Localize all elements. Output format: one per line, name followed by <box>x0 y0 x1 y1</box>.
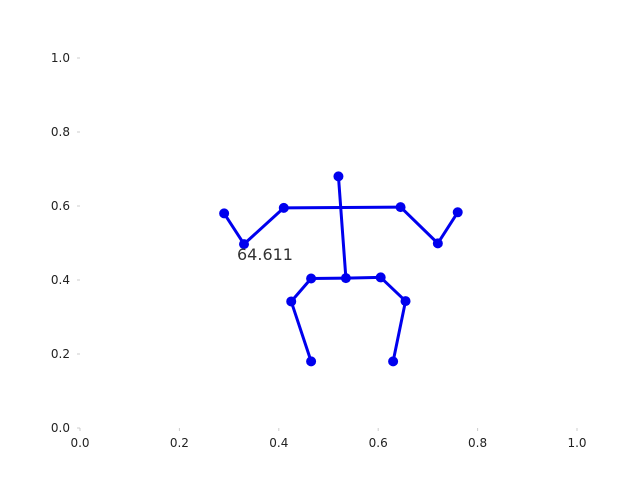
segment-head-pelvis <box>336 174 348 280</box>
joint-left-shoulder <box>395 202 406 213</box>
skeleton-segments <box>222 174 460 363</box>
x-tick-label: 0.4 <box>269 436 288 450</box>
y-tick-label: 0.8 <box>51 125 70 139</box>
x-tick-label: 0.2 <box>170 436 189 450</box>
segment-left-shoulder-left-elbow <box>399 205 440 245</box>
joint-right-ankle <box>306 356 317 367</box>
x-tick-label: 0.0 <box>70 436 89 450</box>
joint-right-hip <box>306 273 317 284</box>
segment-right-shoulder-left-shoulder <box>282 205 403 210</box>
y-tick-label: 1.0 <box>51 51 70 65</box>
segment-right-knee-right-ankle <box>289 299 313 363</box>
segment-right-elbow-right-wrist <box>222 211 246 246</box>
segment-left-knee-left-ankle <box>391 299 408 363</box>
segment-left-elbow-left-wrist <box>436 210 460 245</box>
segment-left-hip-left-knee <box>379 275 408 303</box>
y-tick-label: 0.4 <box>51 273 70 287</box>
joint-right-elbow <box>239 239 250 250</box>
joint-left-knee <box>400 296 411 307</box>
joint-head <box>333 171 344 182</box>
joint-right-wrist <box>219 208 230 219</box>
score-annotation: 64.611 <box>237 245 293 264</box>
chart-axes: 0.0 0.2 0.4 0.6 0.8 1.0 0.0 0.2 0.4 0.6 0.8 1.0 <box>51 51 587 450</box>
segment-right-shoulder-right-elbow <box>242 206 286 246</box>
x-tick-label: 0.6 <box>369 436 388 450</box>
joint-pelvis <box>340 273 351 284</box>
joint-right-knee <box>286 296 297 307</box>
x-tick-label: 1.0 <box>567 436 586 450</box>
joint-left-wrist <box>452 207 463 218</box>
segment-pelvis-left-hip <box>344 275 383 280</box>
y-tick-label: 0.6 <box>51 199 70 213</box>
joint-left-hip <box>375 272 386 283</box>
joint-right-shoulder <box>278 202 289 213</box>
joint-left-ankle <box>388 356 399 367</box>
y-tick-label: 0.0 <box>51 421 70 435</box>
segment-right-hip-right-knee <box>289 277 313 303</box>
x-tick-label: 0.8 <box>468 436 487 450</box>
joint-left-elbow <box>432 238 443 249</box>
y-tick-label: 0.2 <box>51 347 70 361</box>
skeleton-points <box>219 171 463 367</box>
